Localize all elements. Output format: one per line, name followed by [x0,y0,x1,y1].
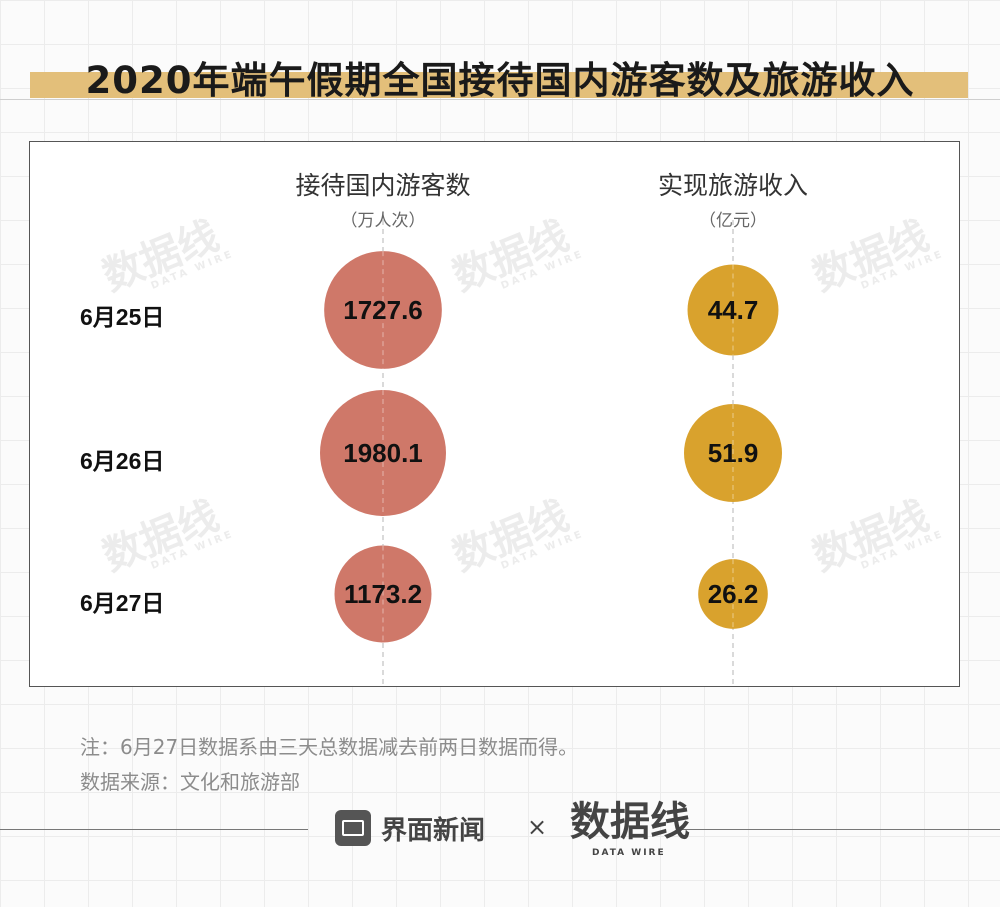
column-title: 接待国内游客数 [295,171,471,200]
footnote: 注：6月27日数据系由三天总数据减去前两日数据而得。 [80,735,579,759]
bubble-chart: 1727.6 1980.1 1173.2 44.7 51.9 26.2 [320,220,782,686]
bubble-value-label: 1727.6 [343,295,423,325]
bubble [684,404,782,502]
bubble [334,545,432,643]
title-rule [0,99,1000,100]
brand-logo-icon [335,810,371,846]
source-note: 数据来源：文化和旅游部 [80,770,300,794]
row-label: 6月26日 [80,448,165,474]
bubble [687,264,779,356]
bubble-value-label: 1173.2 [344,579,422,609]
title-highlight-bar [30,72,968,98]
column-title: 实现旅游收入 [657,171,808,200]
bubble [324,251,442,369]
footer-divider-left [0,829,308,830]
brand-name: 界面新闻 [381,815,486,846]
row-label: 6月27日 [80,590,165,616]
bubble [320,390,446,516]
footer-divider-right [680,829,1000,830]
title-area: 2020年端午假期全国接待国内游客数及旅游收入 [0,40,1000,102]
chart-title: 2020年端午假期全国接待国内游客数及旅游收入 [85,59,915,102]
bubble-value-label: 51.9 [708,438,759,468]
partner-logo: 数据线 [570,799,690,845]
bubble [698,559,768,629]
bubble-value-label: 44.7 [708,295,759,325]
row-label: 6月25日 [80,304,165,330]
chart-panel: 数据线 DATA WIRE 数据线 DATA WIRE 数据线 DATA WIRE 数… [29,141,960,687]
partner-logo-sub: DATA WIRE [592,848,666,858]
collab-times: × [527,813,548,841]
footer-brand: 界面新闻 [335,810,485,846]
bubble-value-label: 26.2 [708,579,759,609]
bubble-value-label: 1980.1 [343,438,423,468]
